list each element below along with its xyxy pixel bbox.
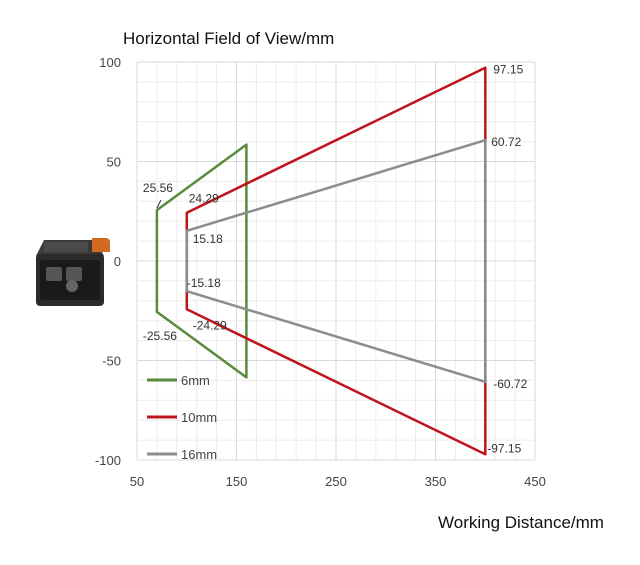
data-label: 15.18 [193, 232, 223, 246]
y-tick-label: 100 [99, 55, 121, 70]
data-label: 60.72 [491, 135, 521, 149]
x-tick-label: 350 [425, 474, 447, 489]
data-label: -25.56 [143, 329, 177, 343]
y-tick-label: -100 [95, 453, 121, 468]
chart-title: Horizontal Field of View/mm [123, 29, 334, 48]
x-tick-label: 150 [226, 474, 248, 489]
data-label: -15.18 [187, 276, 221, 290]
data-labels: 25.56 -25.56 24.29 -24.29 97.15 -97.15 15.18 -1… [143, 63, 528, 456]
x-tick-label: 50 [130, 474, 144, 489]
label-leader [156, 199, 162, 209]
x-tick-label: 250 [325, 474, 347, 489]
y-tick-label: 50 [107, 155, 121, 170]
data-label: 24.29 [189, 192, 219, 206]
data-label: -97.15 [487, 441, 521, 455]
legend-label: 10mm [181, 410, 217, 425]
y-tick-label: 0 [114, 254, 121, 269]
data-label: -60.72 [493, 377, 527, 391]
x-axis-label: Working Distance/mm [438, 513, 604, 532]
axis-tick-labels: 50 150 250 350 450 100 50 0 -50 -100 [95, 55, 546, 489]
grid [136, 61, 536, 461]
series-16mm-outline [185, 138, 487, 384]
data-label: 97.15 [493, 63, 523, 77]
legend-label: 6mm [181, 373, 210, 388]
data-label: -24.29 [193, 318, 227, 332]
legend-label: 16mm [181, 447, 217, 462]
series-layer [155, 66, 487, 456]
y-tick-label: -50 [102, 354, 121, 369]
series-6mm-outline [155, 143, 248, 379]
legend: 6mm 10mm 16mm [147, 373, 217, 462]
data-label: 25.56 [143, 181, 173, 195]
camera-icon [36, 238, 110, 306]
x-tick-label: 450 [524, 474, 546, 489]
